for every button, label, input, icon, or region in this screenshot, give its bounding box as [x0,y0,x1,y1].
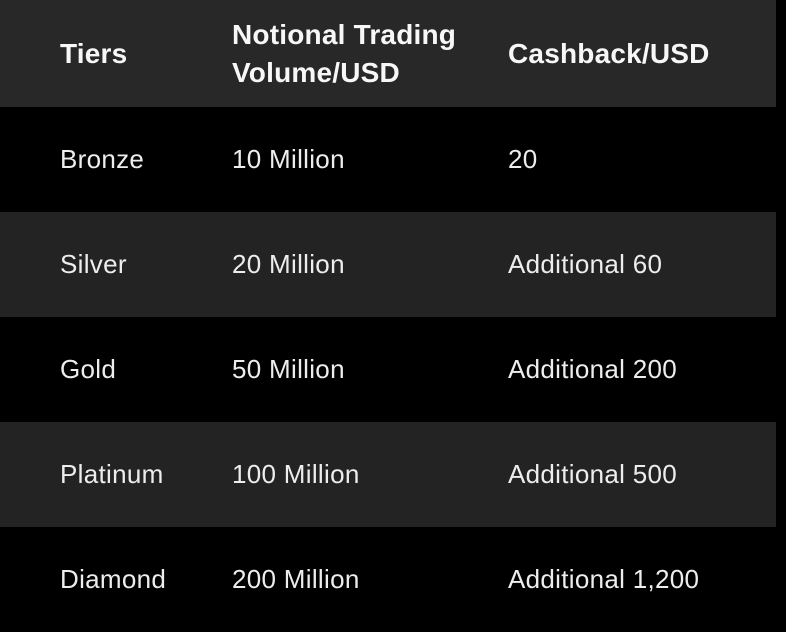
tier-volume: 200 Million [232,564,360,594]
column-header-notional-trading-volume: Notional Trading Volume/USD [232,18,457,88]
tier-volume: 10 Million [232,144,345,174]
tier-name: Silver [60,249,127,279]
tier-cashback: Additional 500 [508,459,677,489]
table-row-platinum: Platinum 100 Million Additional 500 [0,422,776,527]
table-header-row: Tiers Notional Trading Volume/USD Cashba… [0,0,776,107]
table-row-bronze: Bronze 10 Million 20 [0,107,776,212]
tier-volume: 20 Million [232,249,345,279]
tier-name: Gold [60,354,117,384]
tier-name: Platinum [60,459,164,489]
table-row-gold: Gold 50 Million Additional 200 [0,317,776,422]
table-row-silver: Silver 20 Million Additional 60 [0,212,776,317]
tier-cashback: Additional 60 [508,249,663,279]
tier-cashback: Additional 1,200 [508,564,700,594]
tier-name: Diamond [60,564,167,594]
column-header-tiers: Tiers [60,37,128,69]
tier-volume: 50 Million [232,354,345,384]
table-row-diamond: Diamond 200 Million Additional 1,200 [0,527,776,632]
tier-name: Bronze [60,144,145,174]
tier-cashback: Additional 200 [508,354,677,384]
tier-cashback: 20 [508,144,538,174]
tier-volume: 100 Million [232,459,360,489]
column-header-cashback: Cashback/USD [508,37,710,69]
